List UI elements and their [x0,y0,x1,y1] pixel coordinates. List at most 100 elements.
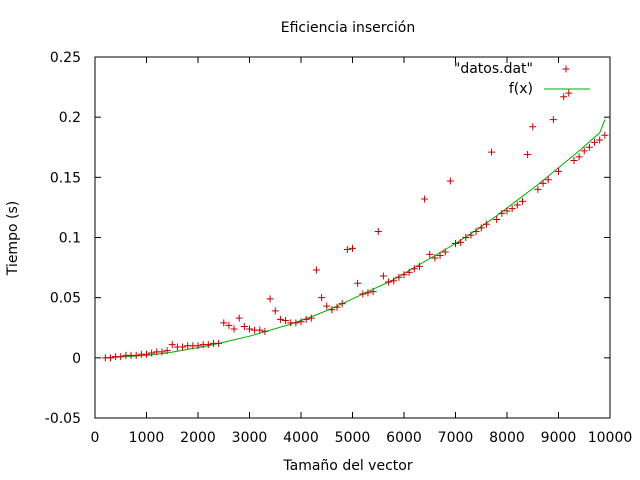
data-point [143,350,150,358]
data-point [498,209,506,217]
legend: "datos.dat" f(x) [454,61,590,97]
x-tick-label: 6000 [386,430,422,446]
data-point [333,303,341,311]
data-point [518,197,526,205]
data-point [343,246,351,254]
y-tick-label: -0.05 [45,411,81,427]
data-point [256,326,264,334]
data-point [297,318,305,326]
data-point [338,300,346,308]
data-point [390,277,398,285]
data-point [488,148,496,156]
data-point [580,147,588,155]
data-point [467,231,475,239]
data-point [385,278,393,286]
axis-ticks [94,56,611,419]
data-point [158,348,166,356]
data-point [513,201,521,209]
data-point [436,252,444,260]
data-point [570,156,578,164]
fx-curve [105,119,606,359]
data-point [302,315,310,323]
tick-labels: 0 1000 2000 3000 4000 5000 6000 7000 8000 9000 100… [45,50,633,446]
series-layer [101,89,609,362]
data-point [359,290,367,298]
data-point [168,341,176,349]
data-point [503,207,511,215]
data-point [163,347,171,355]
data-point [179,343,187,351]
data-point [364,289,372,297]
data-point [482,220,490,228]
data-point [508,205,516,213]
x-tick-label: 4000 [283,430,319,446]
data-point [204,341,212,349]
data-point [225,321,233,329]
legend-marker-datos [562,65,570,73]
chart-title: Eficiencia inserción [281,20,416,36]
legend-label-fx: f(x) [509,81,533,97]
data-point [132,351,140,359]
data-point [220,319,228,327]
data-point [405,268,413,276]
data-point [374,227,382,235]
y-axis-label: Tiempo (s) [5,201,21,276]
data-point [106,354,114,362]
data-point [534,185,542,193]
data-point [312,266,320,274]
x-axis-label: Tamaño del vector [282,458,412,474]
data-point [148,349,156,357]
data-point [544,176,552,184]
data-point [246,325,253,333]
data-point [452,240,459,248]
data-point [323,302,331,310]
data-point [318,294,326,302]
x-tick-label: 8000 [489,430,525,446]
data-point [307,314,315,322]
y-tick-label: 0.05 [50,291,81,307]
x-tick-label: 5000 [335,430,371,446]
data-point [292,319,300,327]
data-point [441,248,449,256]
data-point [601,131,609,139]
data-point [400,271,408,279]
data-point [369,288,377,296]
data-point [596,136,604,144]
data-point [555,167,562,175]
data-point [266,295,274,303]
data-point [240,323,248,331]
data-point [585,143,593,151]
y-tick-label: 0.2 [59,110,81,126]
x-tick-label: 3000 [232,430,268,446]
data-point [271,307,279,315]
data-point [235,314,243,322]
x-tick-label: 7000 [438,430,474,446]
data-point [549,116,557,124]
data-point [215,339,223,347]
y-tick-label: 0.25 [50,50,81,66]
data-point [426,250,434,258]
data-point [565,89,573,97]
data-point [457,238,465,246]
data-point [276,315,284,323]
x-tick-label: 1000 [129,430,165,446]
data-point [472,227,480,235]
y-tick-label: 0.1 [59,231,81,247]
data-point [421,195,429,203]
data-point [591,138,599,146]
data-point [493,215,501,223]
x-tick-label: 10000 [588,430,633,446]
data-point [539,179,547,187]
x-tick-label: 0 [91,430,100,446]
data-point [462,234,470,241]
data-point [446,177,454,185]
y-tick-label: 0 [72,351,81,367]
data-point [117,353,125,361]
x-tick-label: 9000 [541,430,577,446]
data-point [560,93,568,101]
data-point [282,317,290,325]
plot-frame [94,56,611,419]
data-point [349,244,356,252]
data-point [415,262,423,270]
